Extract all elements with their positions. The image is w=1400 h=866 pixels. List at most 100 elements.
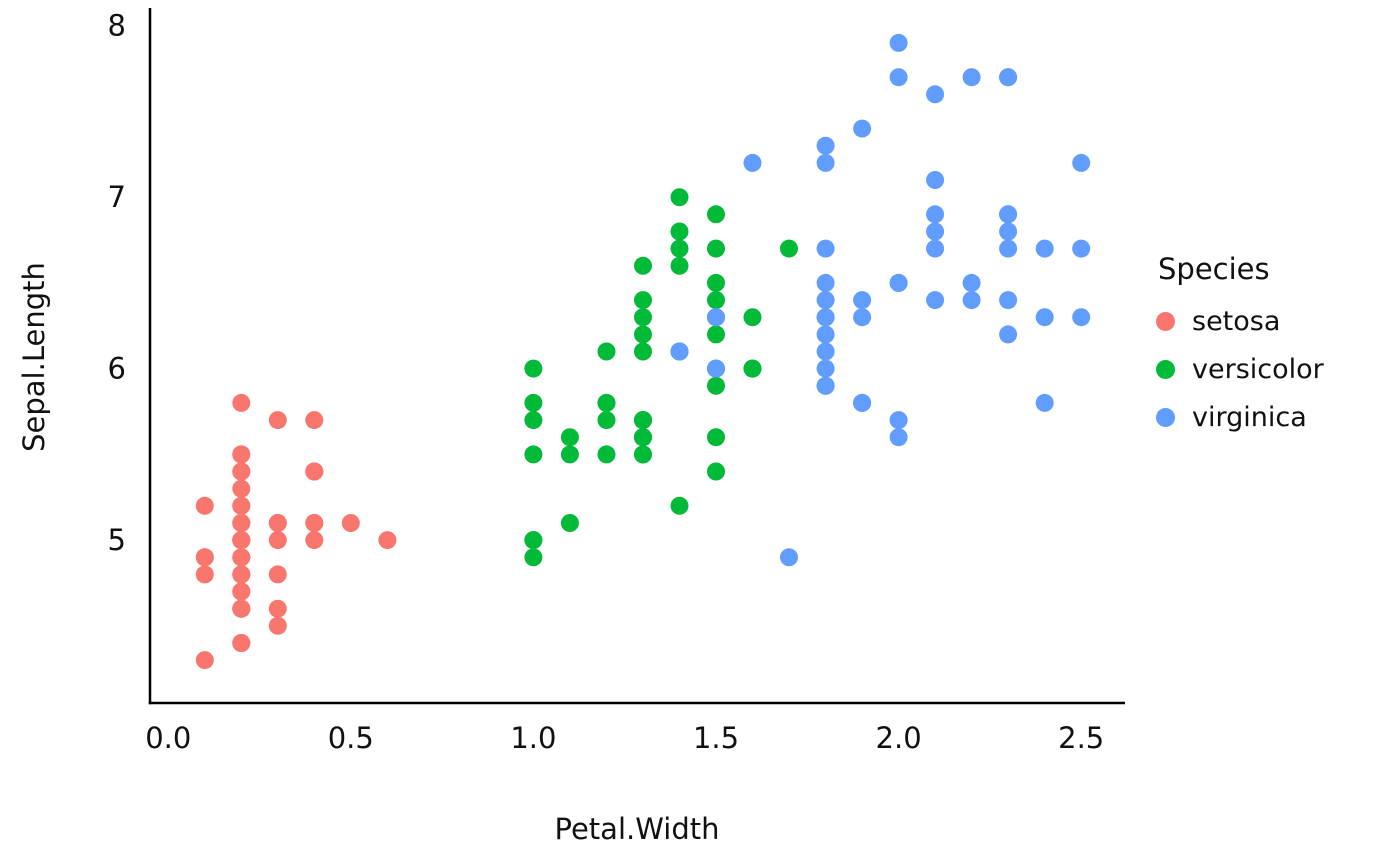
data-point-virginica bbox=[1072, 308, 1091, 327]
data-point-versicolor bbox=[670, 222, 689, 241]
data-point-setosa bbox=[195, 651, 214, 670]
data-point-virginica bbox=[816, 308, 835, 327]
legend-label-versicolor: versicolor bbox=[1192, 354, 1324, 385]
data-point-setosa bbox=[232, 548, 251, 567]
data-point-versicolor bbox=[707, 239, 725, 258]
data-point-versicolor bbox=[707, 273, 725, 292]
data-point-virginica bbox=[670, 342, 689, 361]
legend-label-virginica: virginica bbox=[1192, 402, 1307, 433]
data-point-versicolor bbox=[597, 342, 616, 361]
data-point-versicolor bbox=[670, 256, 689, 275]
legend-label-setosa: setosa bbox=[1192, 306, 1281, 337]
data-point-versicolor bbox=[780, 239, 798, 258]
data-point-virginica bbox=[816, 136, 835, 155]
data-point-virginica bbox=[926, 171, 945, 189]
data-point-virginica bbox=[926, 239, 945, 258]
data-point-setosa bbox=[232, 531, 251, 550]
data-point-virginica bbox=[889, 428, 908, 447]
data-point-setosa bbox=[232, 599, 251, 618]
legend: Species setosa versicolor virginica bbox=[1156, 252, 1324, 450]
data-point-virginica bbox=[926, 205, 945, 224]
data-point-versicolor bbox=[524, 548, 543, 567]
data-point-virginica bbox=[962, 68, 981, 87]
data-point-setosa bbox=[195, 548, 214, 567]
data-point-versicolor bbox=[524, 445, 543, 464]
data-point-setosa bbox=[268, 411, 287, 430]
data-point-versicolor bbox=[707, 205, 725, 224]
data-point-setosa bbox=[268, 565, 287, 584]
data-point-virginica bbox=[743, 153, 762, 172]
data-point-virginica bbox=[816, 273, 835, 292]
data-point-virginica bbox=[816, 325, 835, 344]
data-point-setosa bbox=[305, 462, 324, 481]
data-point-versicolor bbox=[560, 514, 579, 532]
data-point-virginica bbox=[780, 548, 798, 567]
data-point-virginica bbox=[816, 342, 835, 361]
data-point-virginica bbox=[926, 222, 945, 241]
legend-item-versicolor: versicolor bbox=[1156, 354, 1324, 385]
data-point-versicolor bbox=[597, 393, 616, 412]
y-axis-title: Sepal.Length bbox=[17, 262, 51, 452]
data-point-setosa bbox=[232, 496, 251, 515]
data-point-setosa bbox=[232, 514, 251, 532]
data-point-versicolor bbox=[634, 428, 652, 447]
data-point-versicolor bbox=[707, 325, 725, 344]
data-point-versicolor bbox=[670, 496, 689, 515]
data-point-virginica bbox=[816, 291, 835, 310]
data-point-setosa bbox=[232, 634, 251, 652]
x-tick-label: 2.0 bbox=[876, 721, 922, 755]
data-point-virginica bbox=[853, 291, 872, 310]
data-point-versicolor bbox=[634, 445, 652, 464]
data-point-virginica bbox=[707, 359, 725, 378]
data-point-virginica bbox=[999, 239, 1018, 258]
data-point-virginica bbox=[1035, 393, 1054, 412]
data-point-versicolor bbox=[524, 359, 543, 378]
data-point-setosa bbox=[305, 514, 324, 532]
data-point-setosa bbox=[232, 565, 251, 584]
data-point-versicolor bbox=[707, 376, 725, 395]
data-point-virginica bbox=[816, 359, 835, 378]
data-point-virginica bbox=[962, 273, 981, 292]
data-point-virginica bbox=[853, 393, 872, 412]
data-point-virginica bbox=[926, 291, 945, 310]
data-point-versicolor bbox=[634, 291, 652, 310]
x-tick-label: 1.0 bbox=[510, 721, 556, 755]
legend-title: Species bbox=[1158, 252, 1270, 286]
data-point-versicolor bbox=[560, 428, 579, 447]
data-point-setosa bbox=[232, 582, 251, 601]
data-point-setosa bbox=[341, 514, 360, 532]
data-point-setosa bbox=[268, 514, 287, 532]
data-point-setosa bbox=[305, 411, 324, 430]
data-point-setosa bbox=[232, 462, 251, 481]
legend-item-virginica: virginica bbox=[1156, 402, 1324, 433]
x-axis-title: Petal.Width bbox=[554, 812, 720, 846]
data-point-virginica bbox=[889, 33, 908, 52]
y-tick-label: 7 bbox=[108, 180, 126, 214]
data-point-virginica bbox=[1035, 239, 1054, 258]
data-point-versicolor bbox=[743, 359, 762, 378]
x-tick-label: 1.5 bbox=[693, 721, 739, 755]
x-tick-label: 2.5 bbox=[1058, 721, 1104, 755]
data-point-versicolor bbox=[634, 256, 652, 275]
data-point-versicolor bbox=[634, 308, 652, 327]
data-point-virginica bbox=[999, 68, 1018, 87]
data-point-virginica bbox=[816, 376, 835, 395]
data-point-virginica bbox=[889, 273, 908, 292]
data-point-versicolor bbox=[707, 428, 725, 447]
data-point-versicolor bbox=[634, 411, 652, 430]
data-point-virginica bbox=[1035, 308, 1054, 327]
data-point-versicolor bbox=[560, 445, 579, 464]
data-point-virginica bbox=[999, 325, 1018, 344]
data-point-versicolor bbox=[743, 308, 762, 327]
data-point-virginica bbox=[999, 222, 1018, 241]
data-point-virginica bbox=[853, 308, 872, 327]
legend-item-setosa: setosa bbox=[1156, 306, 1324, 337]
x-tick-label: 0.5 bbox=[328, 721, 374, 755]
data-point-virginica bbox=[926, 85, 945, 104]
data-point-virginica bbox=[816, 153, 835, 172]
data-point-versicolor bbox=[597, 445, 616, 464]
data-point-virginica bbox=[962, 291, 981, 310]
data-point-setosa bbox=[268, 531, 287, 550]
legend-swatch-virginica-icon bbox=[1156, 408, 1175, 427]
